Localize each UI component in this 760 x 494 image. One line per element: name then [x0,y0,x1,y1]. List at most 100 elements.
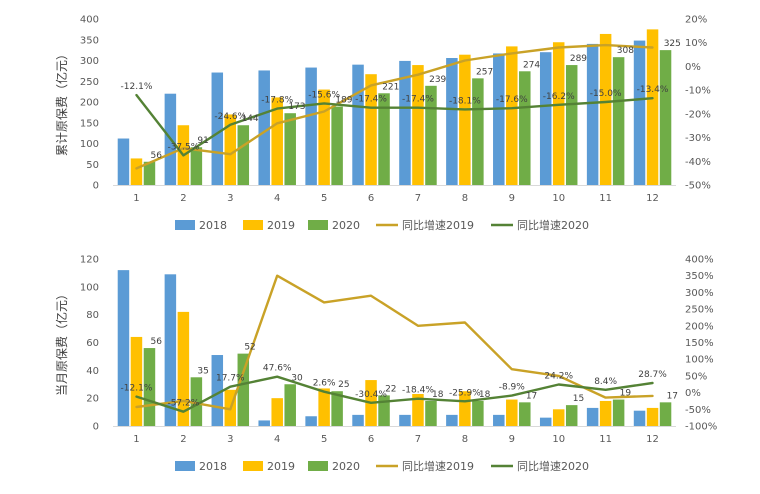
y2-tick-label: 250% [685,305,714,316]
line-data-label: 17.7% [216,374,245,384]
x-tick-label: 10 [552,434,565,445]
x-tick-label: 8 [462,434,468,445]
legend-swatch [308,461,328,471]
bar-2020 [237,125,250,185]
bar-2019 [318,388,330,426]
y-axis-title: 累计原保费（亿元） [54,48,69,156]
chart-panel-1: 0 50 100 150 200 250 300 350 400 -50% -40% -30% -20%… [54,15,711,233]
y-tick-label: 100 [80,282,99,293]
y2-tick-label: 20% [685,15,707,26]
y2-tick-label: -100% [685,422,717,433]
y-tick-label: 200 [80,98,99,109]
bar-2018 [211,355,224,426]
bar-2020 [472,78,484,185]
bar-2018 [446,58,458,186]
y2-tick-label: 100% [685,355,714,366]
bar-2018 [164,274,177,426]
bar-data-label: 56 [150,337,162,347]
bar-2020 [425,85,437,185]
legend-label: 同比增速2019 [402,459,474,473]
bar-2019 [177,311,190,426]
legend-swatch [243,461,263,471]
y2-tick-label: 150% [685,338,714,349]
bar-2019 [130,158,143,185]
bar-2019 [224,114,237,185]
y-tick-label: 50 [86,160,99,171]
y2-tick-label: -40% [685,157,711,168]
bar-data-label: 239 [429,75,446,85]
line-data-label: 2.6% [313,379,336,389]
y-tick-label: 250 [80,77,99,88]
y2-tick-label: -50% [685,405,711,416]
legend-label: 2018 [199,460,227,473]
legend-label: 2020 [332,219,360,232]
line-data-label: -13.4% [637,85,669,95]
y-tick-label: 120 [80,255,99,266]
line-data-label: -8.9% [499,383,526,393]
bar-2020 [190,147,203,185]
bar-data-label: 274 [523,60,540,70]
bar-data-label: 17 [667,391,678,401]
y2-tick-label: -50% [685,181,711,192]
bar-2019 [130,336,143,426]
y2-tick-label: 350% [685,271,714,282]
bar-2018 [399,60,411,185]
line-data-label: 8.4% [594,377,617,387]
bar-2019 [412,393,424,426]
line-data-label: 28.7% [638,370,667,380]
bar-data-label: 144 [241,114,258,124]
x-tick-label: 6 [368,434,374,445]
x-tick-label: 5 [321,193,327,204]
y2-tick-label: -20% [685,109,711,120]
y2-tick-label: 400% [685,255,714,266]
bar-data-label: 325 [664,39,681,49]
y2-tick-label: 10% [685,38,707,49]
bar-2018 [586,43,599,186]
line-data-label: -15.6% [308,90,340,100]
x-tick-label: 2 [180,434,186,445]
bar-2020 [612,399,625,426]
line-data-label: -37.5% [167,142,199,152]
y2-tick-label: 200% [685,321,714,332]
y-tick-label: 300 [80,56,99,67]
line-data-label: -17.4% [402,95,434,105]
legend-label: 同比增速2019 [402,218,474,232]
line-data-label: -24.6% [214,112,246,122]
bar-2019 [552,409,565,426]
bar-2018 [258,70,270,185]
bar-2019 [599,400,612,426]
line-同比增速2019 [135,43,654,170]
legend-swatch [308,220,328,230]
line-data-label: -30.4% [355,390,387,400]
bar-2019 [552,42,565,185]
x-tick-label: 11 [599,434,612,445]
bar-2020 [331,391,343,426]
bar-2020 [472,400,484,426]
y-axis-title: 当月原保费（亿元） [54,288,69,396]
bar-2018 [305,416,317,426]
bar-2019 [646,407,659,426]
y2-tick-label: 50% [685,371,707,382]
bar-2018 [305,67,317,185]
x-tick-label: 9 [509,434,515,445]
bar-2020 [425,400,437,426]
bar-data-label: 56 [150,151,162,161]
x-tick-label: 7 [415,434,421,445]
bar-2020 [565,65,578,185]
line-data-label: 47.6% [263,364,292,374]
bar-2018 [352,414,364,426]
y2-tick-label: 300% [685,288,714,299]
bar-data-label: 25 [338,380,349,390]
bar-2020 [143,348,156,426]
x-tick-label: 3 [227,434,233,445]
bar-2018 [633,410,646,426]
line-data-label: -16.2% [543,92,575,102]
bar-2019 [459,54,471,185]
bar-2018 [117,270,130,426]
bar-2018 [117,138,130,185]
legend-label: 同比增速2020 [517,218,589,232]
bar-2018 [399,414,411,426]
bar-2020 [612,57,625,185]
bar-data-label: 19 [620,389,632,399]
